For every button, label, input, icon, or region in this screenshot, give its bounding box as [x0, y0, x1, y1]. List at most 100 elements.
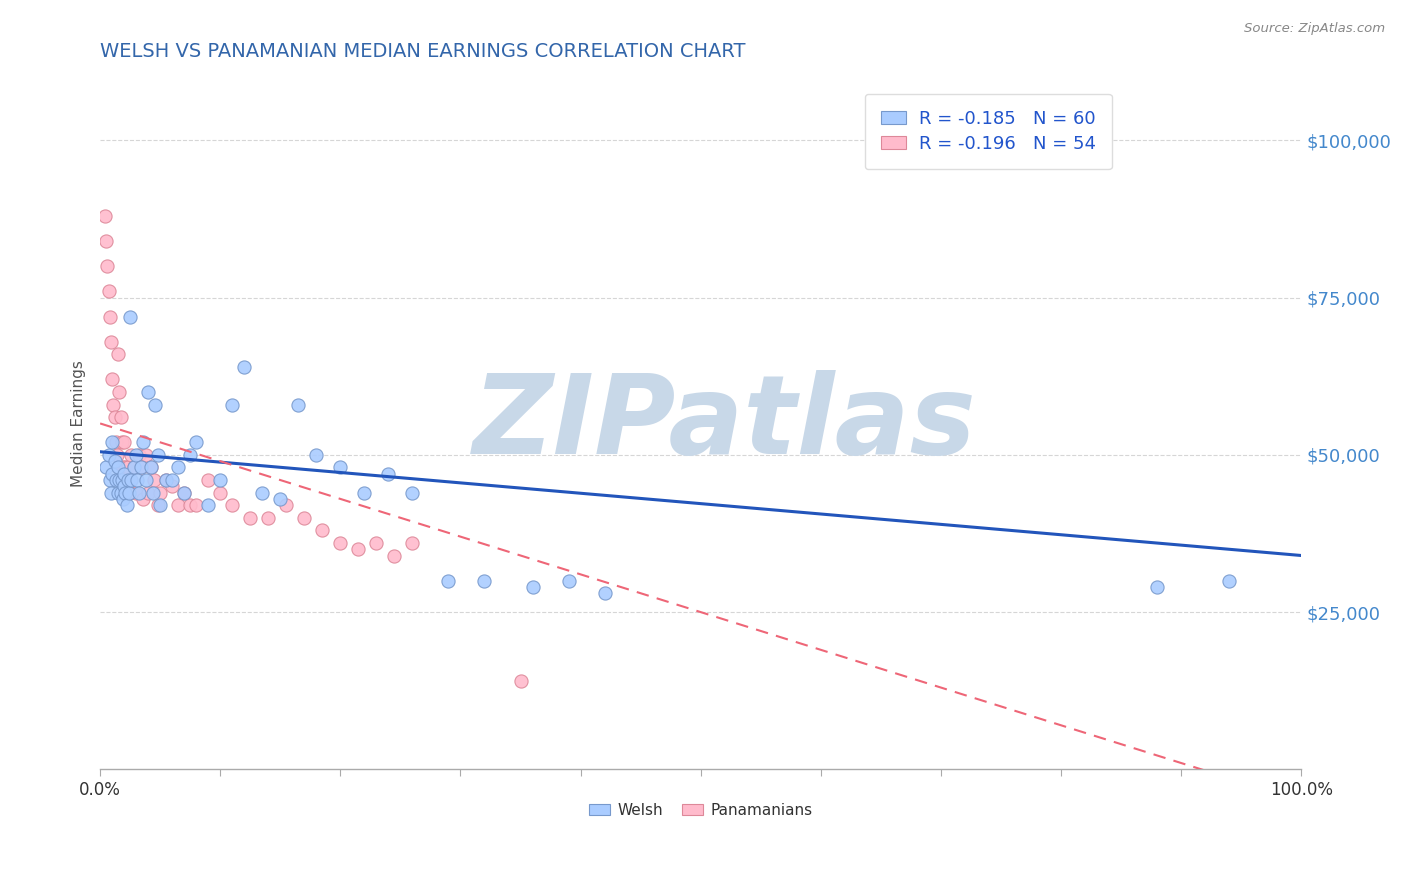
Point [98, 310, 121, 324]
Point [179, 498, 201, 512]
Point [114, 460, 136, 475]
Point [221, 398, 243, 412]
Point [239, 510, 262, 524]
Point [167, 460, 190, 475]
Point [179, 448, 201, 462]
Point [101, 467, 124, 481]
Y-axis label: Median Earnings: Median Earnings [72, 360, 86, 487]
Point [269, 491, 291, 506]
Point [108, 473, 131, 487]
Point [118, 485, 141, 500]
Point [353, 485, 375, 500]
Point [111, 435, 134, 450]
Point [132, 435, 155, 450]
Point [101, 372, 124, 386]
Point [122, 460, 145, 475]
Point [100, 334, 122, 349]
Point [118, 485, 141, 500]
Text: WELSH VS PANAMANIAN MEDIAN EARNINGS CORRELATION CHART: WELSH VS PANAMANIAN MEDIAN EARNINGS CORR… [100, 42, 745, 61]
Point [132, 491, 155, 506]
Point [155, 473, 177, 487]
Point [125, 448, 148, 462]
Point [509, 674, 531, 689]
Point [136, 485, 159, 500]
Point [142, 485, 165, 500]
Point [128, 448, 150, 462]
Point [1218, 574, 1240, 588]
Point [122, 460, 145, 475]
Point [94, 460, 117, 475]
Point [209, 485, 232, 500]
Point [347, 542, 370, 557]
Point [173, 485, 195, 500]
Point [276, 498, 298, 512]
Point [110, 410, 132, 425]
Point [155, 473, 177, 487]
Point [112, 467, 135, 481]
Point [292, 510, 315, 524]
Point [522, 580, 544, 594]
Point [149, 498, 172, 512]
Point [593, 586, 616, 600]
Point [143, 473, 166, 487]
Point [94, 209, 117, 223]
Point [160, 479, 183, 493]
Point [233, 359, 256, 374]
Point [100, 485, 122, 500]
Point [97, 285, 120, 299]
Point [167, 498, 190, 512]
Point [173, 485, 195, 500]
Point [107, 485, 129, 500]
Point [146, 498, 169, 512]
Point [104, 435, 127, 450]
Point [160, 473, 183, 487]
Point [112, 435, 135, 450]
Point [377, 467, 399, 481]
Point [105, 448, 128, 462]
Point [110, 485, 132, 500]
Point [474, 574, 496, 588]
Point [221, 498, 243, 512]
Point [94, 234, 117, 248]
Point [257, 510, 280, 524]
Point [111, 491, 134, 506]
Point [115, 498, 138, 512]
Point [145, 398, 167, 412]
Point [139, 460, 162, 475]
Point [97, 448, 120, 462]
Point [401, 536, 423, 550]
Point [96, 259, 118, 273]
Point [186, 498, 208, 512]
Point [120, 448, 142, 462]
Point [557, 574, 579, 588]
Point [117, 473, 139, 487]
Point [104, 473, 127, 487]
Point [366, 536, 388, 550]
Point [120, 310, 142, 324]
Point [329, 460, 352, 475]
Point [115, 479, 138, 493]
Point [135, 448, 157, 462]
Point [437, 574, 460, 588]
Point [139, 460, 162, 475]
Point [103, 398, 125, 412]
Point [117, 460, 139, 475]
Text: Source: ZipAtlas.com: Source: ZipAtlas.com [1244, 22, 1385, 36]
Point [252, 485, 274, 500]
Point [111, 473, 134, 487]
Point [149, 485, 172, 500]
Point [107, 460, 129, 475]
Point [186, 435, 208, 450]
Point [146, 448, 169, 462]
Point [329, 536, 352, 550]
Point [197, 473, 219, 487]
Point [305, 448, 328, 462]
Point [103, 410, 125, 425]
Point [111, 460, 134, 475]
Point [112, 479, 135, 493]
Point [98, 473, 121, 487]
Point [120, 473, 142, 487]
Point [128, 485, 150, 500]
Text: ZIPatlas: ZIPatlas [472, 370, 977, 477]
Point [129, 460, 152, 475]
